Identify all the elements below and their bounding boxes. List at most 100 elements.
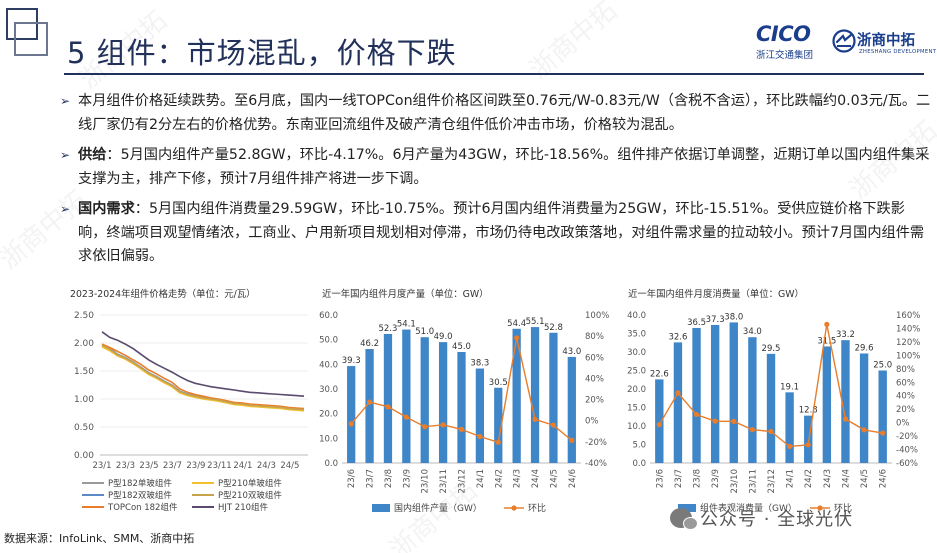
bar [567, 356, 576, 463]
data-label: 38.3 [470, 359, 489, 369]
bullet-item: ➢ 本月组件价格延续跌势。至6月底，国内一线TOPCon组件价格区间跌至0.76… [60, 90, 932, 137]
data-label: 29.5 [762, 344, 781, 354]
data-label: 49.0 [434, 332, 453, 342]
data-label: 31.5 [817, 336, 836, 346]
line-point [805, 442, 811, 448]
bullet-item: ➢ 国内需求：5月国内组件消费量29.59GW，环比-10.75%。预计6月国内… [60, 198, 932, 269]
bar [494, 387, 503, 463]
bar [673, 342, 683, 463]
line-point [385, 404, 391, 410]
legend-label: P型210单玻组件 [218, 478, 282, 489]
bar [766, 353, 776, 463]
bar [785, 392, 794, 463]
x-tick-label: 23/3 [116, 461, 135, 471]
legend-label: 国内组件产量（GW） [394, 502, 482, 514]
zheshang-logo: 浙商中拓 ZHESHANG DEVELOPMENT [832, 27, 936, 59]
data-label: 45.0 [452, 342, 471, 352]
line-point [861, 427, 867, 433]
y2-tick-label: -20% [896, 432, 918, 442]
data-label: 51.0 [415, 327, 434, 337]
bar [530, 327, 540, 463]
cico-logo-mark: CICO [756, 22, 811, 46]
y-tick-label: 2.50 [74, 311, 94, 321]
x-tick-label: 23/10 [730, 469, 740, 494]
x-tick-label: 24/5 [549, 469, 559, 488]
data-label: 22.6 [650, 369, 669, 379]
line-point [880, 430, 886, 436]
y-tick-label: 60.0 [319, 311, 338, 321]
zheshang-logo-cn: 浙商中拓 [857, 33, 915, 49]
y-tick-label: 40.0 [319, 360, 338, 370]
line-point [768, 428, 774, 435]
x-tick-label: 23/1 [92, 461, 111, 471]
line-point [693, 411, 700, 418]
y2-tick-label: 60% [585, 353, 604, 363]
arrow-icon: ➢ [60, 148, 71, 162]
data-source-note: 数据来源：InfoLink、SMM、浙商中拓 [4, 532, 195, 545]
y-tick-label: 1.50 [74, 367, 94, 377]
data-label: 25.0 [873, 361, 892, 371]
y-tick-label: 25.0 [627, 367, 646, 377]
bullet-item: ➢ 供给：5月国内组件产量52.8GW，环比-4.17%。6月产量为43GW，环… [60, 144, 932, 191]
line-point [422, 424, 428, 430]
y-tick-label: 20.0 [627, 385, 646, 395]
wechat-icon [670, 508, 698, 530]
cico-logo-subtitle: 浙江交通集团 [756, 50, 814, 61]
x-tick-label: 23/5 [139, 461, 158, 471]
data-label: 37.3 [706, 315, 725, 325]
line-point [824, 321, 830, 327]
bar [729, 322, 738, 463]
bar [841, 340, 850, 463]
x-tick-label: 23/9 [402, 469, 412, 488]
line-point [348, 421, 354, 427]
data-label: 54.4 [507, 319, 526, 329]
y2-tick-label: 20% [896, 405, 915, 415]
data-label: 29.6 [855, 343, 874, 353]
data-label: 33.2 [836, 330, 855, 340]
y2-tick-label: -40% [585, 459, 607, 469]
data-label: 19.1 [780, 382, 799, 392]
bar [365, 349, 374, 463]
y2-tick-label: 100% [585, 311, 609, 321]
y2-tick-label: 100% [896, 351, 920, 361]
bar [822, 346, 832, 463]
bar [383, 333, 393, 463]
x-tick-label: 23/8 [384, 469, 394, 488]
data-label: 52.3 [378, 324, 397, 334]
line-point [458, 426, 465, 432]
x-tick-label: 23/9 [711, 469, 721, 488]
x-tick-label: 23/10 [421, 469, 431, 494]
x-tick-label: 24/1 [476, 469, 486, 488]
bar [710, 324, 720, 463]
wechat-badge: 公众号 · 全球光伏 [670, 505, 853, 531]
x-tick-label: 24/3 [823, 469, 833, 488]
bar [692, 327, 701, 463]
line-point [550, 422, 557, 428]
y2-tick-label: 80% [896, 365, 915, 375]
page-title: 5 组件：市场混乱，价格下跌 [67, 36, 457, 70]
data-label: 55.1 [526, 317, 545, 327]
x-tick-label: 24/1 [786, 469, 796, 488]
y2-tick-label: 40% [896, 392, 915, 402]
bar [655, 379, 664, 463]
bar [878, 370, 887, 463]
line-point [532, 416, 538, 422]
production-chart-title: 近一年国内组件月度产量（单位：GW） [322, 289, 489, 300]
legend-swatch [817, 505, 823, 511]
legend-swatch [678, 504, 696, 512]
x-tick-label: 23/12 [458, 469, 468, 494]
y-tick-label: 30.0 [319, 385, 338, 395]
x-tick-label: 24/2 [804, 469, 814, 488]
bullet-lead: 供给 [78, 147, 107, 163]
arrow-icon: ➢ [60, 202, 71, 216]
y2-tick-label: -60% [896, 459, 918, 469]
series-line [101, 331, 305, 397]
bullet-text: 本月组件价格延续跌势。至6月底，国内一线TOPCon组件价格区间跌至0.76元/… [78, 93, 931, 133]
series-line [101, 343, 305, 410]
y-tick-label: 0.50 [74, 423, 94, 433]
x-tick-label: 23/11 [207, 461, 232, 471]
line-point [403, 414, 409, 420]
data-label: 12.8 [799, 406, 818, 416]
y-tick-label: 1.00 [74, 395, 94, 405]
y-tick-label: 10.0 [319, 434, 338, 444]
